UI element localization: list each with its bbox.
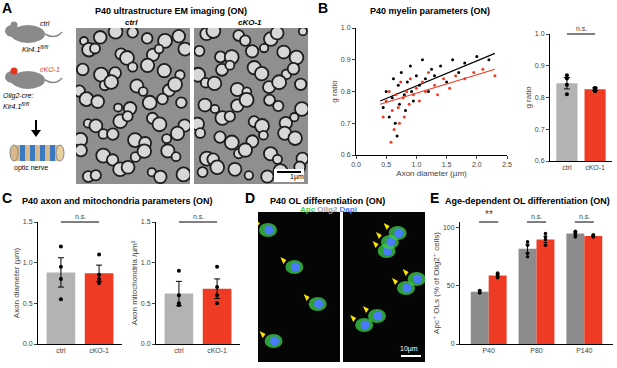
html-text:A: A [2,0,13,16]
svg-text:1.0: 1.0 [535,30,545,37]
svg-text:0.9: 0.9 [535,62,545,69]
svg-text:Apc⁺ OLs (% of Olig2⁺ cells): Apc⁺ OLs (% of Olig2⁺ cells) [432,232,441,334]
svg-text:cKO-1: cKO-1 [585,164,605,171]
svg-text:n.s.: n.s. [579,213,590,220]
html-text:cKO-1: cKO-1 [238,18,262,27]
html-text:optic nerve: optic nerve [14,164,49,171]
html-text:ctrl: ctrl [40,20,50,27]
svg-text:Axon diameter (µm): Axon diameter (µm) [12,247,21,318]
html-text:E Age-dependent OL differentia: E Age-dependent OL differentiation (ON) [430,190,610,206]
html-text:Kir4.1fl/fl: Kir4.1fl/fl [3,101,29,111]
svg-text:ctrl: ctrl [56,347,66,354]
svg-text:0.6: 0.6 [341,151,351,158]
svg-text:0.0: 0.0 [351,161,361,168]
html-text:P40 axon and mitochondria para: P40 axon and mitochondria parameters (ON… [22,196,213,206]
html-text:C: C [2,190,13,206]
html-text:P40 ultrastructure EM imaging: P40 ultrastructure EM imaging (ON) [95,6,247,16]
svg-text:0.8: 0.8 [341,88,351,95]
svg-text:0.7: 0.7 [341,120,351,127]
html-text:D: D [245,190,256,206]
svg-text:2.0: 2.0 [472,161,482,168]
svg-text:0.0: 0.0 [23,340,33,347]
svg-text:1.0: 1.0 [341,24,351,31]
svg-text:0.8: 0.8 [535,94,545,101]
svg-text:1.0: 1.0 [23,259,33,266]
svg-text:n.s.: n.s. [531,213,542,220]
html-text:Apc Olig2 Dapi: Apc Olig2 Dapi [300,205,357,214]
svg-text:g ratio: g ratio [524,86,533,109]
svg-text:**: ** [485,209,493,220]
svg-text:1.5: 1.5 [141,218,151,225]
svg-text:n.s.: n.s. [193,213,204,220]
html-text:P40 OL differentiation (ON): P40 OL differentiation (ON) [270,196,386,206]
svg-text:0.0: 0.0 [141,340,151,347]
svg-text:ctrl: ctrl [174,347,184,354]
html-text:P40 myelin parameters (ON): P40 myelin parameters (ON) [370,6,491,16]
html-text:Kir4.1fl/fl: Kir4.1fl/fl [22,44,48,54]
svg-text:cKO-1: cKO-1 [89,347,109,354]
html-text:cKO-1: cKO-1 [40,66,60,73]
svg-text:P140: P140 [576,347,592,354]
svg-text:0.5: 0.5 [23,300,33,307]
svg-text:Axon diameter (µm): Axon diameter (µm) [396,169,467,178]
html-text:ctrl: ctrl [125,18,138,27]
svg-text:0.5: 0.5 [141,300,151,307]
svg-text:1.0: 1.0 [412,161,422,168]
svg-text:1.0: 1.0 [141,259,151,266]
svg-text:cKO-1: cKO-1 [207,347,227,354]
svg-text:n.s.: n.s. [75,213,86,220]
svg-text:0.7: 0.7 [535,126,545,133]
svg-text:50: 50 [447,282,455,289]
html-text:10µm: 10µm [400,345,418,352]
svg-text:n.s.: n.s. [576,25,587,32]
svg-text:0.5: 0.5 [381,161,391,168]
svg-text:g ratio: g ratio [330,80,339,103]
svg-text:0.6: 0.6 [535,157,545,164]
html-text:Olig2-cre:: Olig2-cre: [3,92,34,99]
html-text:1µm: 1µm [290,173,304,180]
svg-text:0: 0 [451,340,455,347]
svg-text:ctrl: ctrl [562,164,572,171]
html-text:B: B [318,0,329,16]
svg-text:P40: P40 [482,347,495,354]
svg-text:2.5: 2.5 [502,161,512,168]
svg-text:0.9: 0.9 [341,56,351,63]
svg-text:P80: P80 [530,347,543,354]
svg-text:1.5: 1.5 [442,161,452,168]
svg-text:100: 100 [443,224,455,231]
svg-text:Axon mitochondria /µm²: Axon mitochondria /µm² [130,240,139,325]
svg-text:1.5: 1.5 [23,218,33,225]
